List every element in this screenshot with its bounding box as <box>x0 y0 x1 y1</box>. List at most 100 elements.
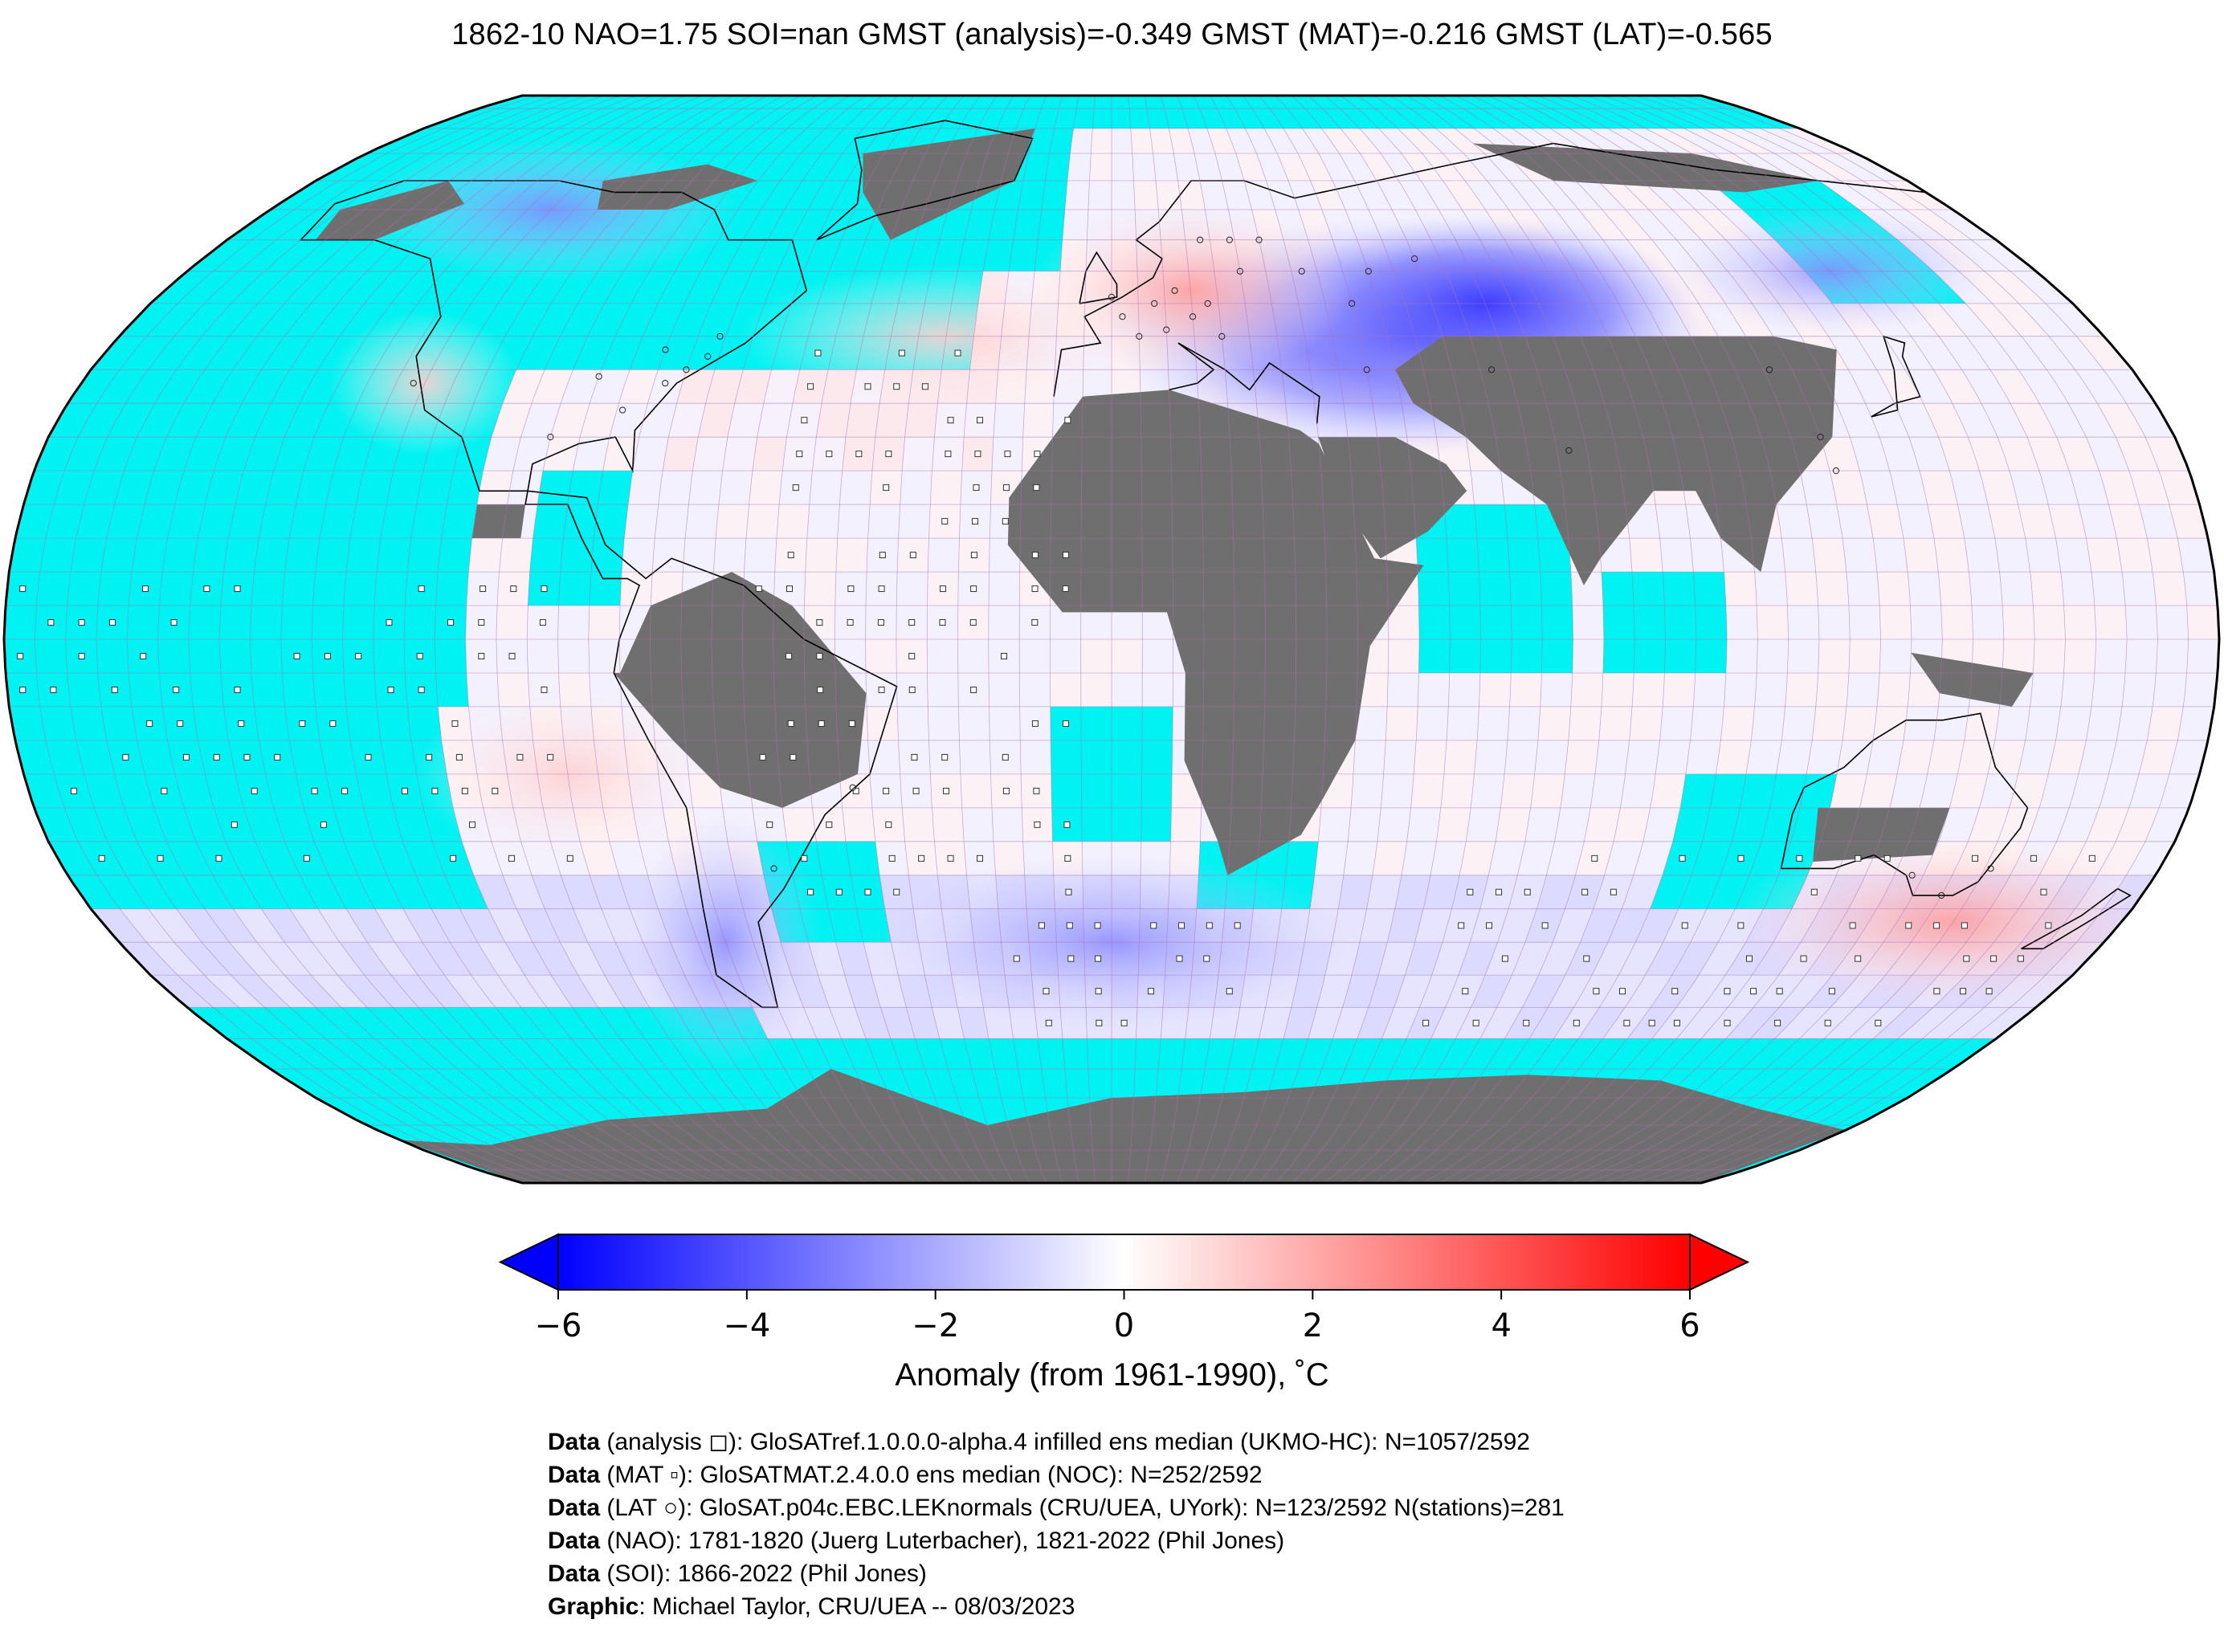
mat-marker <box>847 585 855 593</box>
grid-cell <box>588 639 620 673</box>
grid-cell <box>1070 128 1093 153</box>
mat-marker <box>912 787 920 794</box>
mat-marker <box>1178 922 1185 929</box>
grid-cell <box>545 908 588 943</box>
mat-marker <box>807 383 814 390</box>
grid-cell <box>1256 153 1289 181</box>
grid-cell <box>1222 181 1252 210</box>
grid-cell <box>1988 740 2026 774</box>
lat-station-marker <box>547 434 554 441</box>
grid-cell <box>1904 706 1939 740</box>
grid-cell <box>1463 153 1510 181</box>
mat-marker <box>274 753 281 761</box>
mat-marker <box>47 619 55 626</box>
grid-cell <box>1598 181 1650 210</box>
lat-station-marker <box>1987 865 1994 872</box>
grid-cell <box>1576 181 1626 210</box>
grid-cell <box>1635 908 1679 943</box>
grid-cell <box>1579 210 1628 240</box>
mat-marker <box>888 855 896 862</box>
mat-marker <box>883 484 890 492</box>
grid-cell <box>1629 706 1663 740</box>
mat-marker <box>792 484 799 492</box>
grid-cell <box>1979 471 2018 505</box>
grid-cell <box>2125 606 2158 639</box>
grid-cell <box>1496 975 1539 1008</box>
grid-cell <box>1459 841 1496 875</box>
lat-station-marker <box>595 373 602 380</box>
grid-cell <box>1690 706 1724 740</box>
grid-cell <box>2122 673 2157 707</box>
mat-marker <box>1203 955 1210 962</box>
grid-cell <box>2100 471 2140 505</box>
grid-cell <box>590 369 630 404</box>
mat-marker <box>1064 417 1071 424</box>
mat-marker <box>418 585 425 593</box>
grid-cell <box>1570 128 1630 153</box>
grid-cell <box>1690 538 1724 573</box>
grid-cell <box>1965 303 2022 337</box>
grid-cell <box>932 1007 965 1039</box>
mat-marker <box>1067 955 1075 962</box>
grid-cell <box>1050 673 1081 707</box>
grid-cell <box>745 504 780 539</box>
grid-cell <box>1153 153 1178 181</box>
mat-marker <box>1094 922 1101 929</box>
grid-cell <box>2056 807 2100 842</box>
grid-cell <box>550 403 590 438</box>
lat-station-marker <box>770 865 777 872</box>
grid-cell <box>1922 1007 1985 1039</box>
grid-cell <box>1277 153 1311 181</box>
mat-marker <box>1610 888 1617 895</box>
grid-cell <box>1620 773 1656 808</box>
grid-cell <box>609 403 648 438</box>
grid-cell <box>1354 181 1393 210</box>
grid-cell <box>1112 606 1143 639</box>
mat-marker <box>909 552 916 559</box>
mat-marker <box>807 888 814 895</box>
grid-cell <box>1339 153 1377 181</box>
lat-station-marker <box>1189 313 1197 320</box>
grid-cell <box>527 639 559 673</box>
grid-cell <box>2186 639 2219 673</box>
mat-marker <box>908 652 916 659</box>
grid-cell <box>1357 1007 1394 1039</box>
mat-marker <box>918 855 925 862</box>
mat-marker <box>1963 955 1970 962</box>
grid-cell <box>520 403 561 438</box>
mat-marker <box>1933 988 1940 995</box>
mat-marker <box>1062 552 1069 559</box>
grid-cell <box>1522 975 1566 1008</box>
grid-cell <box>1873 538 1908 573</box>
mat-marker <box>1824 1019 1831 1026</box>
mat-marker <box>231 821 238 828</box>
grid-cell <box>317 908 368 943</box>
colorbar-tick-label: −2 <box>912 1307 959 1344</box>
lat-station-marker <box>1163 326 1170 333</box>
grid-cell <box>1592 942 1636 976</box>
grid-cell <box>471 975 521 1008</box>
grid-cell <box>504 942 551 976</box>
grid-cell <box>1387 908 1424 943</box>
grid-cell <box>1897 504 1934 539</box>
mat-marker <box>122 753 129 761</box>
grid-cell <box>1149 128 1174 153</box>
grid-cell <box>1933 369 1982 404</box>
grid-cell <box>1957 504 1995 539</box>
grid-cell <box>1570 572 1603 606</box>
grid-cell <box>1441 773 1475 808</box>
grid-cell <box>284 942 337 976</box>
grid-cell <box>1604 841 1643 875</box>
mat-marker <box>461 787 468 794</box>
mat-marker <box>814 349 822 357</box>
lat-station-marker <box>1565 447 1573 455</box>
grid-cell <box>232 908 285 943</box>
grid-cell <box>1264 128 1299 153</box>
mat-marker <box>818 720 825 727</box>
grid-cell <box>1964 538 2000 573</box>
grid-cell <box>1132 153 1157 181</box>
mat-marker <box>1062 720 1069 727</box>
grid-cell <box>1298 153 1333 181</box>
grid-cell <box>698 403 735 438</box>
mat-marker <box>864 888 871 895</box>
